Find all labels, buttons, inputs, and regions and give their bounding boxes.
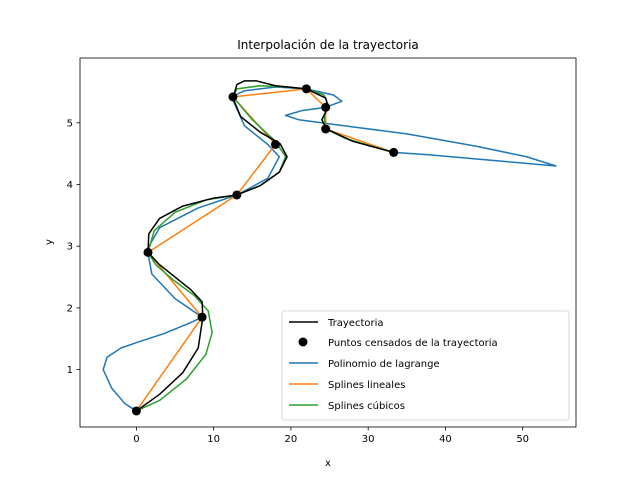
data-point <box>321 124 331 134</box>
legend-label-puntos: Puntos censados de la trayectoria <box>328 338 498 349</box>
x-tick-label: 40 <box>439 434 452 445</box>
data-point <box>228 92 238 102</box>
y-tick-label: 1 <box>67 365 73 376</box>
legend-label-lineales: Splines lineales <box>328 380 405 391</box>
data-point <box>232 190 242 200</box>
data-point <box>321 102 331 112</box>
legend-swatch-puntos <box>298 337 308 347</box>
data-point <box>389 147 399 157</box>
x-axis-label: x <box>325 458 331 469</box>
legend-label-cubicos: Splines cúbicos <box>328 400 405 412</box>
y-axis-label: y <box>44 239 55 245</box>
legend-label-lagrange: Polinomio de lagrange <box>328 359 440 370</box>
data-point <box>197 312 207 322</box>
x-tick-label: 50 <box>516 434 529 445</box>
x-tick-label: 10 <box>207 434 220 445</box>
data-point <box>301 84 311 94</box>
data-point <box>270 139 280 149</box>
x-tick-label: 20 <box>285 434 298 445</box>
x-axis: 0 10 20 30 40 50 <box>133 427 529 445</box>
x-tick-label: 30 <box>362 434 375 445</box>
legend: Trayectoria Puntos censados de la trayec… <box>281 310 570 421</box>
y-tick-label: 4 <box>67 180 73 191</box>
series-line-lagrange <box>102 86 557 412</box>
y-tick-label: 2 <box>67 303 73 314</box>
y-tick-label: 5 <box>67 118 73 129</box>
series-line-trayectoria <box>135 80 395 412</box>
y-axis: 1 2 3 4 5 <box>67 118 80 376</box>
legend-frame <box>281 310 570 421</box>
y-tick-label: 3 <box>67 242 73 253</box>
data-point <box>131 406 141 416</box>
x-tick-label: 0 <box>133 434 139 445</box>
plot-area <box>102 80 557 416</box>
axes-frame <box>79 57 577 428</box>
data-point <box>143 247 153 257</box>
chart-title: Interpolación de la trayectoria <box>237 38 419 52</box>
legend-label-trayectoria: Trayectoria <box>327 318 384 329</box>
